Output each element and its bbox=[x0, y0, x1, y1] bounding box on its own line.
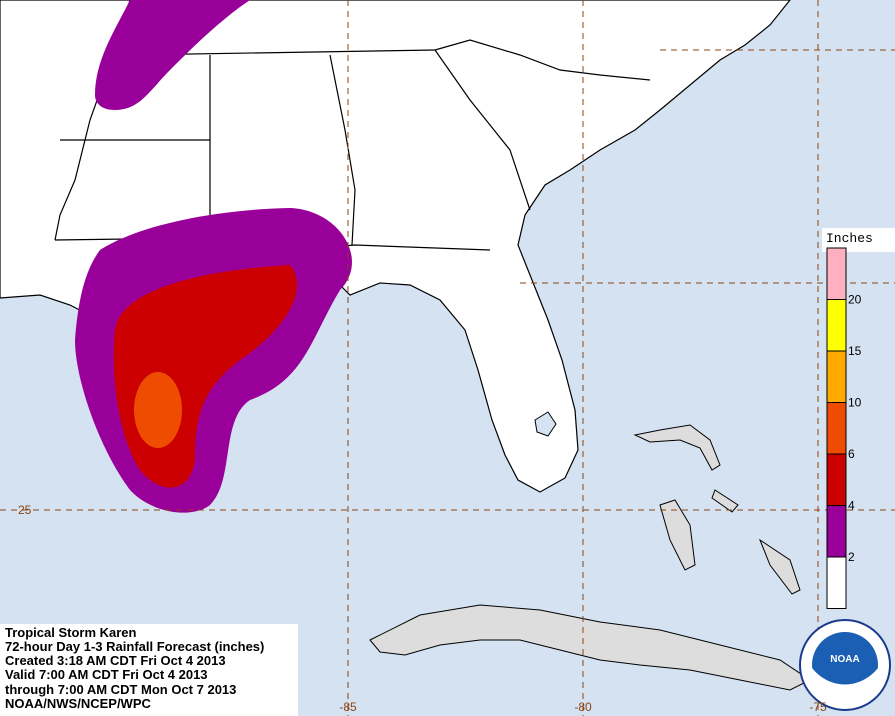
rain-6in bbox=[134, 372, 182, 448]
lon-label: -75 bbox=[809, 700, 827, 714]
lon-label: -80 bbox=[574, 700, 592, 714]
legend-frame bbox=[826, 247, 847, 609]
legend-label: 20 bbox=[848, 293, 862, 307]
lake-okeechobee bbox=[534, 411, 557, 437]
legend-label: 4 bbox=[848, 499, 855, 513]
noaa-logo: NOAA bbox=[799, 619, 891, 711]
legend-swatch bbox=[826, 402, 847, 455]
legend-label: 2 bbox=[848, 550, 855, 564]
lat-label: 25 bbox=[18, 503, 32, 517]
logo-text: NOAA bbox=[830, 654, 859, 665]
legend-swatch bbox=[826, 453, 847, 506]
info-box bbox=[0, 624, 298, 716]
legend: Inches 2 4 6 10 15 20 bbox=[822, 228, 895, 609]
title: Tropical Storm Karen bbox=[5, 625, 137, 640]
legend-swatch bbox=[826, 505, 847, 558]
bahamas bbox=[633, 424, 801, 595]
created: Created 3:18 AM CDT Fri Oct 4 2013 bbox=[5, 653, 226, 668]
legend-swatch bbox=[826, 350, 847, 403]
rain-2in-north bbox=[95, 0, 250, 110]
subtitle: 72-hour Day 1-3 Rainfall Forecast (inche… bbox=[5, 639, 264, 654]
legend-swatch bbox=[826, 556, 847, 609]
legend-label: 6 bbox=[848, 447, 855, 461]
legend-swatch bbox=[826, 299, 847, 352]
through: through 7:00 AM CDT Mon Oct 7 2013 bbox=[5, 682, 236, 697]
legend-label: 10 bbox=[848, 396, 862, 410]
valid: Valid 7:00 AM CDT Fri Oct 4 2013 bbox=[5, 667, 208, 682]
credit: NOAA/NWS/NCEP/WPC bbox=[5, 696, 152, 711]
lon-label: -85 bbox=[339, 700, 357, 714]
legend-label: 15 bbox=[848, 344, 862, 358]
legend-title: Inches bbox=[826, 231, 873, 246]
legend-swatch bbox=[826, 247, 847, 300]
cuba bbox=[369, 604, 811, 691]
